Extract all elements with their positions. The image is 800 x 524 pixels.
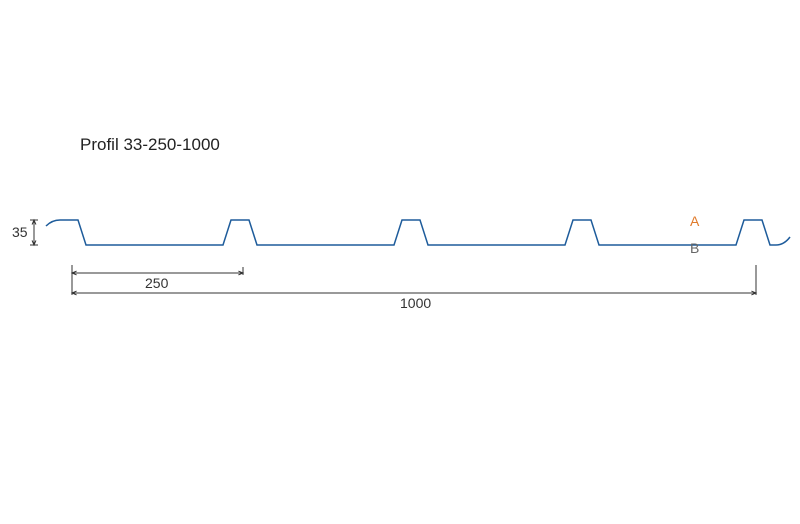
height-dimension	[30, 220, 38, 245]
label-a: A	[690, 213, 699, 229]
pitch-label: 250	[145, 275, 168, 291]
width-dimension	[72, 265, 756, 295]
pitch-dimension	[72, 267, 243, 275]
height-label: 35	[12, 224, 28, 240]
width-label: 1000	[400, 295, 431, 311]
label-b: B	[690, 240, 699, 256]
profile-path	[46, 220, 790, 245]
profile-diagram	[0, 0, 800, 524]
